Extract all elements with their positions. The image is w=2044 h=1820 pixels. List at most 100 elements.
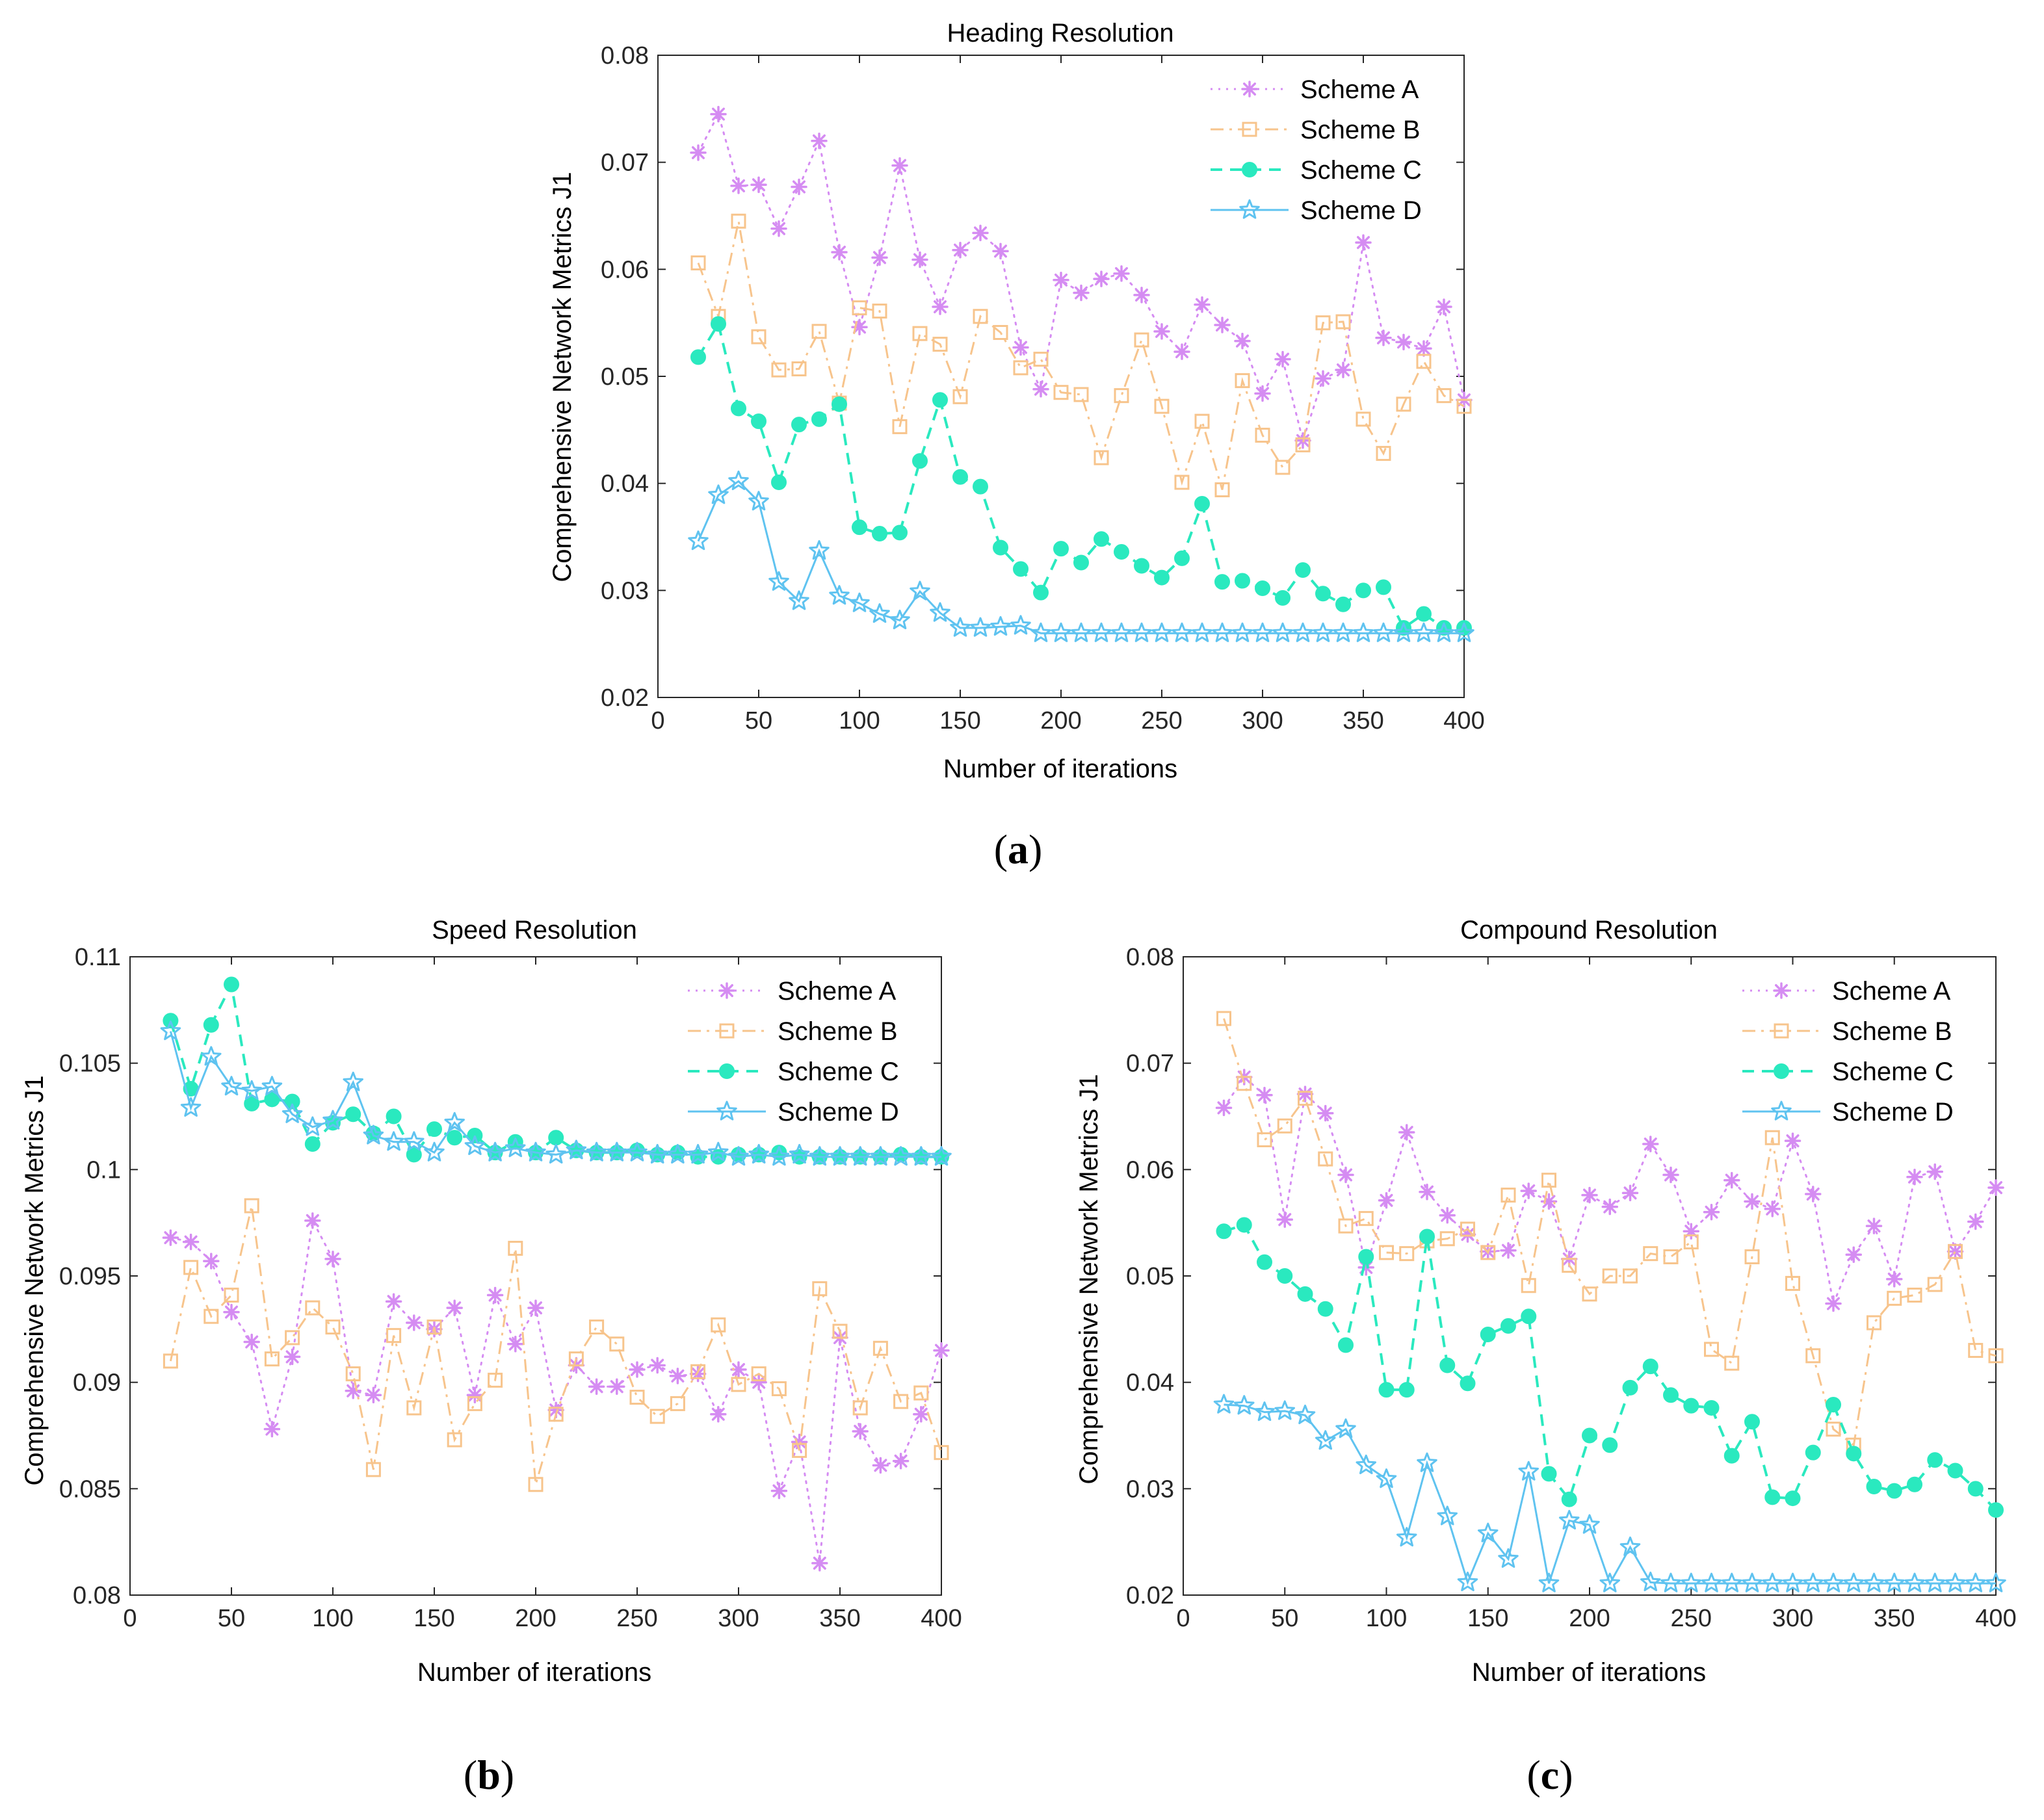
data-point [1500,1188,1516,1203]
data-point [1357,1259,1374,1276]
series-scheme-c [1216,1217,2004,1518]
data-point [871,249,888,266]
data-point [1315,586,1331,602]
data-point [690,349,706,365]
data-point [931,1146,952,1166]
data-point [932,337,948,352]
data-point [1131,622,1152,642]
data-point [811,411,827,427]
data-point [302,1116,323,1136]
data-point [548,1130,564,1146]
data-point [1643,1246,1658,1262]
data-point [731,1377,746,1392]
data-point [160,1020,181,1041]
data-point [667,1143,688,1164]
data-point [1335,1418,1356,1438]
panel-label-open: ( [464,1752,477,1798]
data-point [1602,1268,1618,1284]
data-point [365,1386,382,1404]
data-point [1886,1483,1902,1499]
data-point [1498,1548,1519,1568]
data-point [710,105,727,123]
data-point [1335,314,1351,330]
data-point [649,1357,666,1374]
data-point [1396,619,1411,636]
data-point [264,1091,280,1108]
x-tick-label: 0 [1176,1605,1190,1632]
data-point [688,530,709,551]
data-point [1825,1295,1842,1312]
data-point [1764,1489,1781,1505]
data-point [1988,1502,2004,1518]
data-point [1318,1151,1333,1167]
chart-title: Compound Resolution [1460,916,1718,944]
data-point [711,1317,726,1332]
data-point [466,1386,484,1404]
x-tick-label: 150 [413,1605,454,1632]
x-tick-label: 50 [218,1605,245,1632]
series-scheme-a [1215,1069,2004,1312]
data-point [1843,1572,1865,1592]
data-point [1601,1198,1618,1216]
data-point [1500,1318,1516,1334]
data-point [1946,1243,1964,1260]
data-point [1315,370,1331,387]
series-line [169,1205,943,1485]
data-point [1417,1452,1437,1472]
data-point [1413,622,1434,642]
data-point [345,1366,361,1382]
legend-label: Scheme B [1300,116,1421,144]
data-point [486,1286,504,1304]
data-point [1642,1136,1659,1152]
legend: Scheme A Scheme B Scheme C Scheme D [688,977,899,1126]
y-axis-label: Comprehensive Network Metrics J1 [548,172,577,582]
data-point [1701,1572,1722,1592]
data-point [1477,1522,1499,1542]
panel-label-b: (b) [464,1752,514,1798]
data-point [1823,1572,1844,1592]
data-point [1134,558,1149,574]
data-point [1419,1183,1435,1201]
data-point [1216,1011,1231,1026]
data-point [1313,622,1333,642]
data-point [1662,1166,1679,1184]
data-point [1214,574,1230,590]
data-point [771,474,787,491]
data-point [162,1229,179,1246]
data-point [201,1046,222,1066]
data-point [1558,1509,1580,1530]
data-point [748,491,769,511]
legend-marker [1773,982,1790,999]
data-point [203,1017,219,1033]
data-point [589,1320,605,1335]
data-point [1053,385,1069,400]
data-point [952,241,969,259]
data-point [406,1147,422,1163]
data-point [345,1383,361,1399]
legend-label: Scheme B [1832,1017,1952,1046]
data-point [1927,1452,1943,1468]
data-point [1277,1118,1292,1134]
y-tick-label: 0.05 [601,363,649,391]
data-point [527,1299,544,1316]
data-point [852,519,867,536]
data-point [1965,1572,1986,1592]
data-point [852,1400,868,1416]
data-point [710,1406,727,1423]
data-point [224,1287,239,1303]
data-point [363,1124,384,1145]
data-point [1703,1399,1720,1416]
x-tick-label: 300 [1772,1605,1813,1632]
data-point [972,224,989,242]
data-point [1134,332,1149,348]
data-point [1091,622,1112,642]
data-point [1681,1572,1702,1592]
data-point [1663,1387,1679,1403]
data-point [1436,388,1452,404]
data-point [1032,381,1049,398]
data-point [1724,1355,1740,1371]
data-point [525,1141,546,1162]
data-point [811,324,827,339]
legend-marker [1771,1100,1792,1121]
y-tick-label: 0.02 [601,684,649,712]
